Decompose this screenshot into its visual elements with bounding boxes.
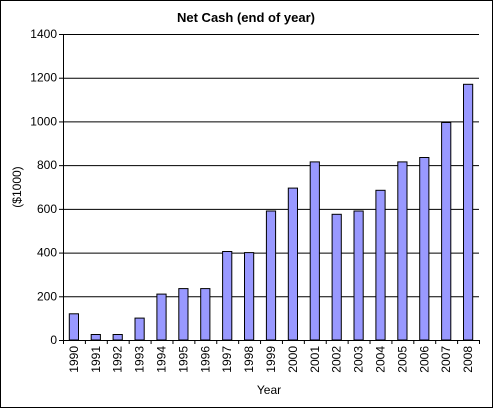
bar-1995 (178, 288, 189, 341)
x-tick-labels: 1990 1991 1992 1993 1994 1995 1996 1997 1998 1999… (63, 340, 480, 373)
x-tick-label-2000: 2000 (286, 346, 300, 373)
bar-1997 (222, 251, 233, 341)
bar-1996 (200, 288, 211, 341)
y-tick-label-1400: 1400 (30, 27, 57, 41)
x-tick-label-1990: 1990 (67, 346, 81, 373)
x-tick-label-1993: 1993 (133, 346, 147, 373)
y-tick-label-400: 400 (37, 246, 57, 260)
bar-1991 (90, 334, 101, 341)
x-axis-label: Year (257, 383, 281, 397)
x-tick-label-2004: 2004 (374, 346, 388, 373)
y-tick-label-1000: 1000 (30, 114, 57, 128)
x-tick-label-2006: 2006 (417, 346, 431, 373)
x-tick-label-1996: 1996 (198, 346, 212, 373)
y-tick-label-600: 600 (37, 202, 57, 216)
x-tick-label-1994: 1994 (155, 346, 169, 373)
bar-2002 (331, 213, 342, 341)
chart-title: Net Cash (end of year) (177, 10, 315, 25)
bar-2008 (463, 83, 474, 341)
x-tick-label-1998: 1998 (242, 346, 256, 373)
x-tick-label-1997: 1997 (220, 346, 234, 373)
x-tick-label-2003: 2003 (352, 346, 366, 373)
y-tick-label-1200: 1200 (30, 71, 57, 85)
x-tick-label-1991: 1991 (89, 346, 103, 373)
bar-1990 (68, 313, 80, 341)
gridlines (63, 34, 479, 298)
x-tick-label-2005: 2005 (395, 346, 409, 373)
x-tick-label-2001: 2001 (308, 346, 322, 373)
y-axis-label: ($1000) (10, 166, 24, 207)
bar-1998 (244, 252, 255, 341)
x-tick-label-2008: 2008 (461, 346, 475, 373)
bar-1992 (112, 334, 123, 341)
x-tick-label-1995: 1995 (176, 346, 190, 373)
bar-2001 (309, 161, 320, 341)
bar-2000 (287, 187, 298, 341)
bar-2007 (441, 122, 452, 341)
y-tick-label-200: 200 (37, 289, 57, 303)
x-tick-label-1992: 1992 (111, 346, 125, 373)
bar-1993 (134, 317, 145, 341)
bars (68, 83, 474, 341)
bar-2004 (375, 189, 386, 341)
bar-2006 (419, 157, 430, 341)
bar-2003 (353, 210, 364, 341)
x-tick-label-2002: 2002 (330, 346, 344, 373)
x-tick-label-1999: 1999 (264, 346, 278, 373)
bar-1994 (156, 293, 167, 341)
bar-1999 (265, 210, 277, 341)
bar-2005 (397, 161, 408, 341)
x-tick-label-2007: 2007 (439, 346, 453, 373)
axes (63, 34, 480, 341)
y-tick-labels: 0 200 400 600 800 1000 1200 1400 (30, 27, 63, 347)
y-tick-label-800: 800 (37, 158, 57, 172)
y-tick-label-0: 0 (50, 333, 57, 347)
